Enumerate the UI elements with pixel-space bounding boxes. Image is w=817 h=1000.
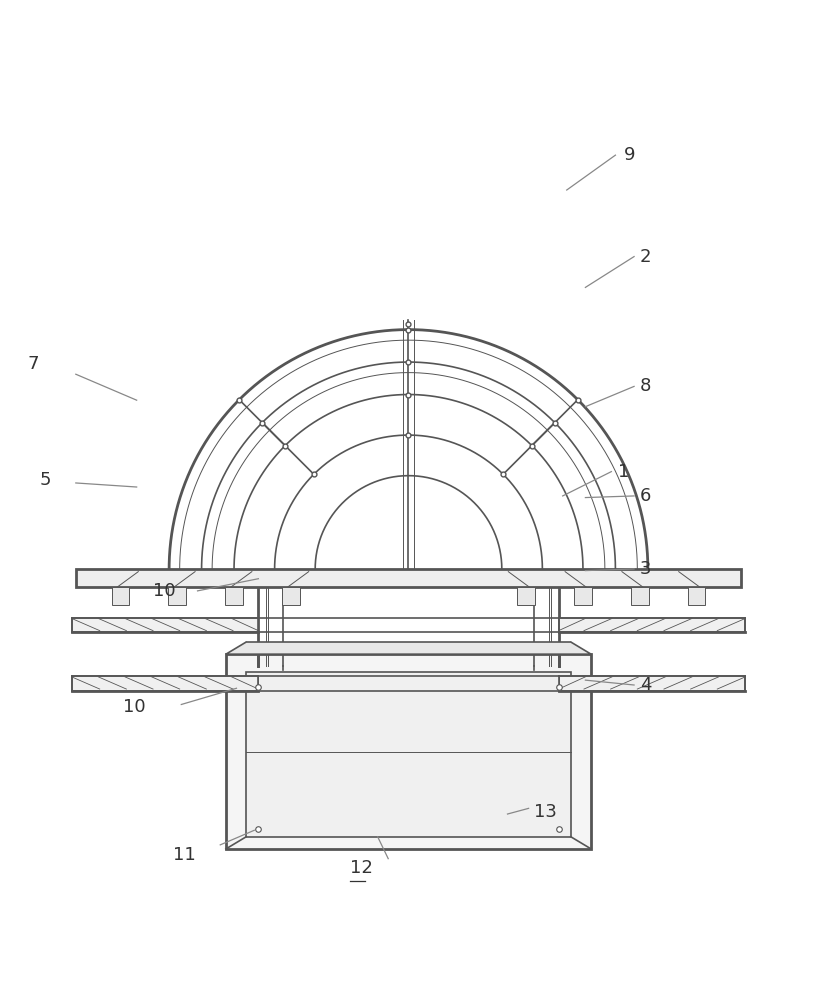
Bar — [631, 587, 649, 605]
Bar — [559, 676, 745, 691]
Text: 10: 10 — [153, 582, 176, 600]
Text: 13: 13 — [534, 803, 557, 821]
Text: 10: 10 — [123, 698, 145, 716]
Text: 1: 1 — [618, 463, 629, 481]
Bar — [226, 654, 591, 849]
Text: 12: 12 — [350, 859, 373, 877]
Bar — [688, 587, 706, 605]
Text: 7: 7 — [27, 355, 38, 373]
Text: 9: 9 — [623, 146, 635, 164]
Text: 8: 8 — [640, 377, 651, 395]
Bar — [76, 569, 741, 587]
Bar — [282, 587, 300, 605]
Text: 6: 6 — [640, 487, 651, 505]
Polygon shape — [226, 642, 591, 654]
Bar — [111, 587, 129, 605]
Bar — [168, 587, 186, 605]
Bar — [559, 618, 745, 632]
Bar — [225, 587, 243, 605]
Bar — [517, 587, 535, 605]
Text: 4: 4 — [640, 676, 651, 694]
Text: 3: 3 — [640, 560, 651, 578]
Bar — [246, 672, 571, 837]
Text: 11: 11 — [173, 846, 196, 864]
Bar — [72, 618, 258, 632]
Bar — [574, 587, 592, 605]
Bar — [72, 676, 258, 691]
Text: 5: 5 — [39, 471, 51, 489]
Text: 2: 2 — [640, 248, 651, 266]
